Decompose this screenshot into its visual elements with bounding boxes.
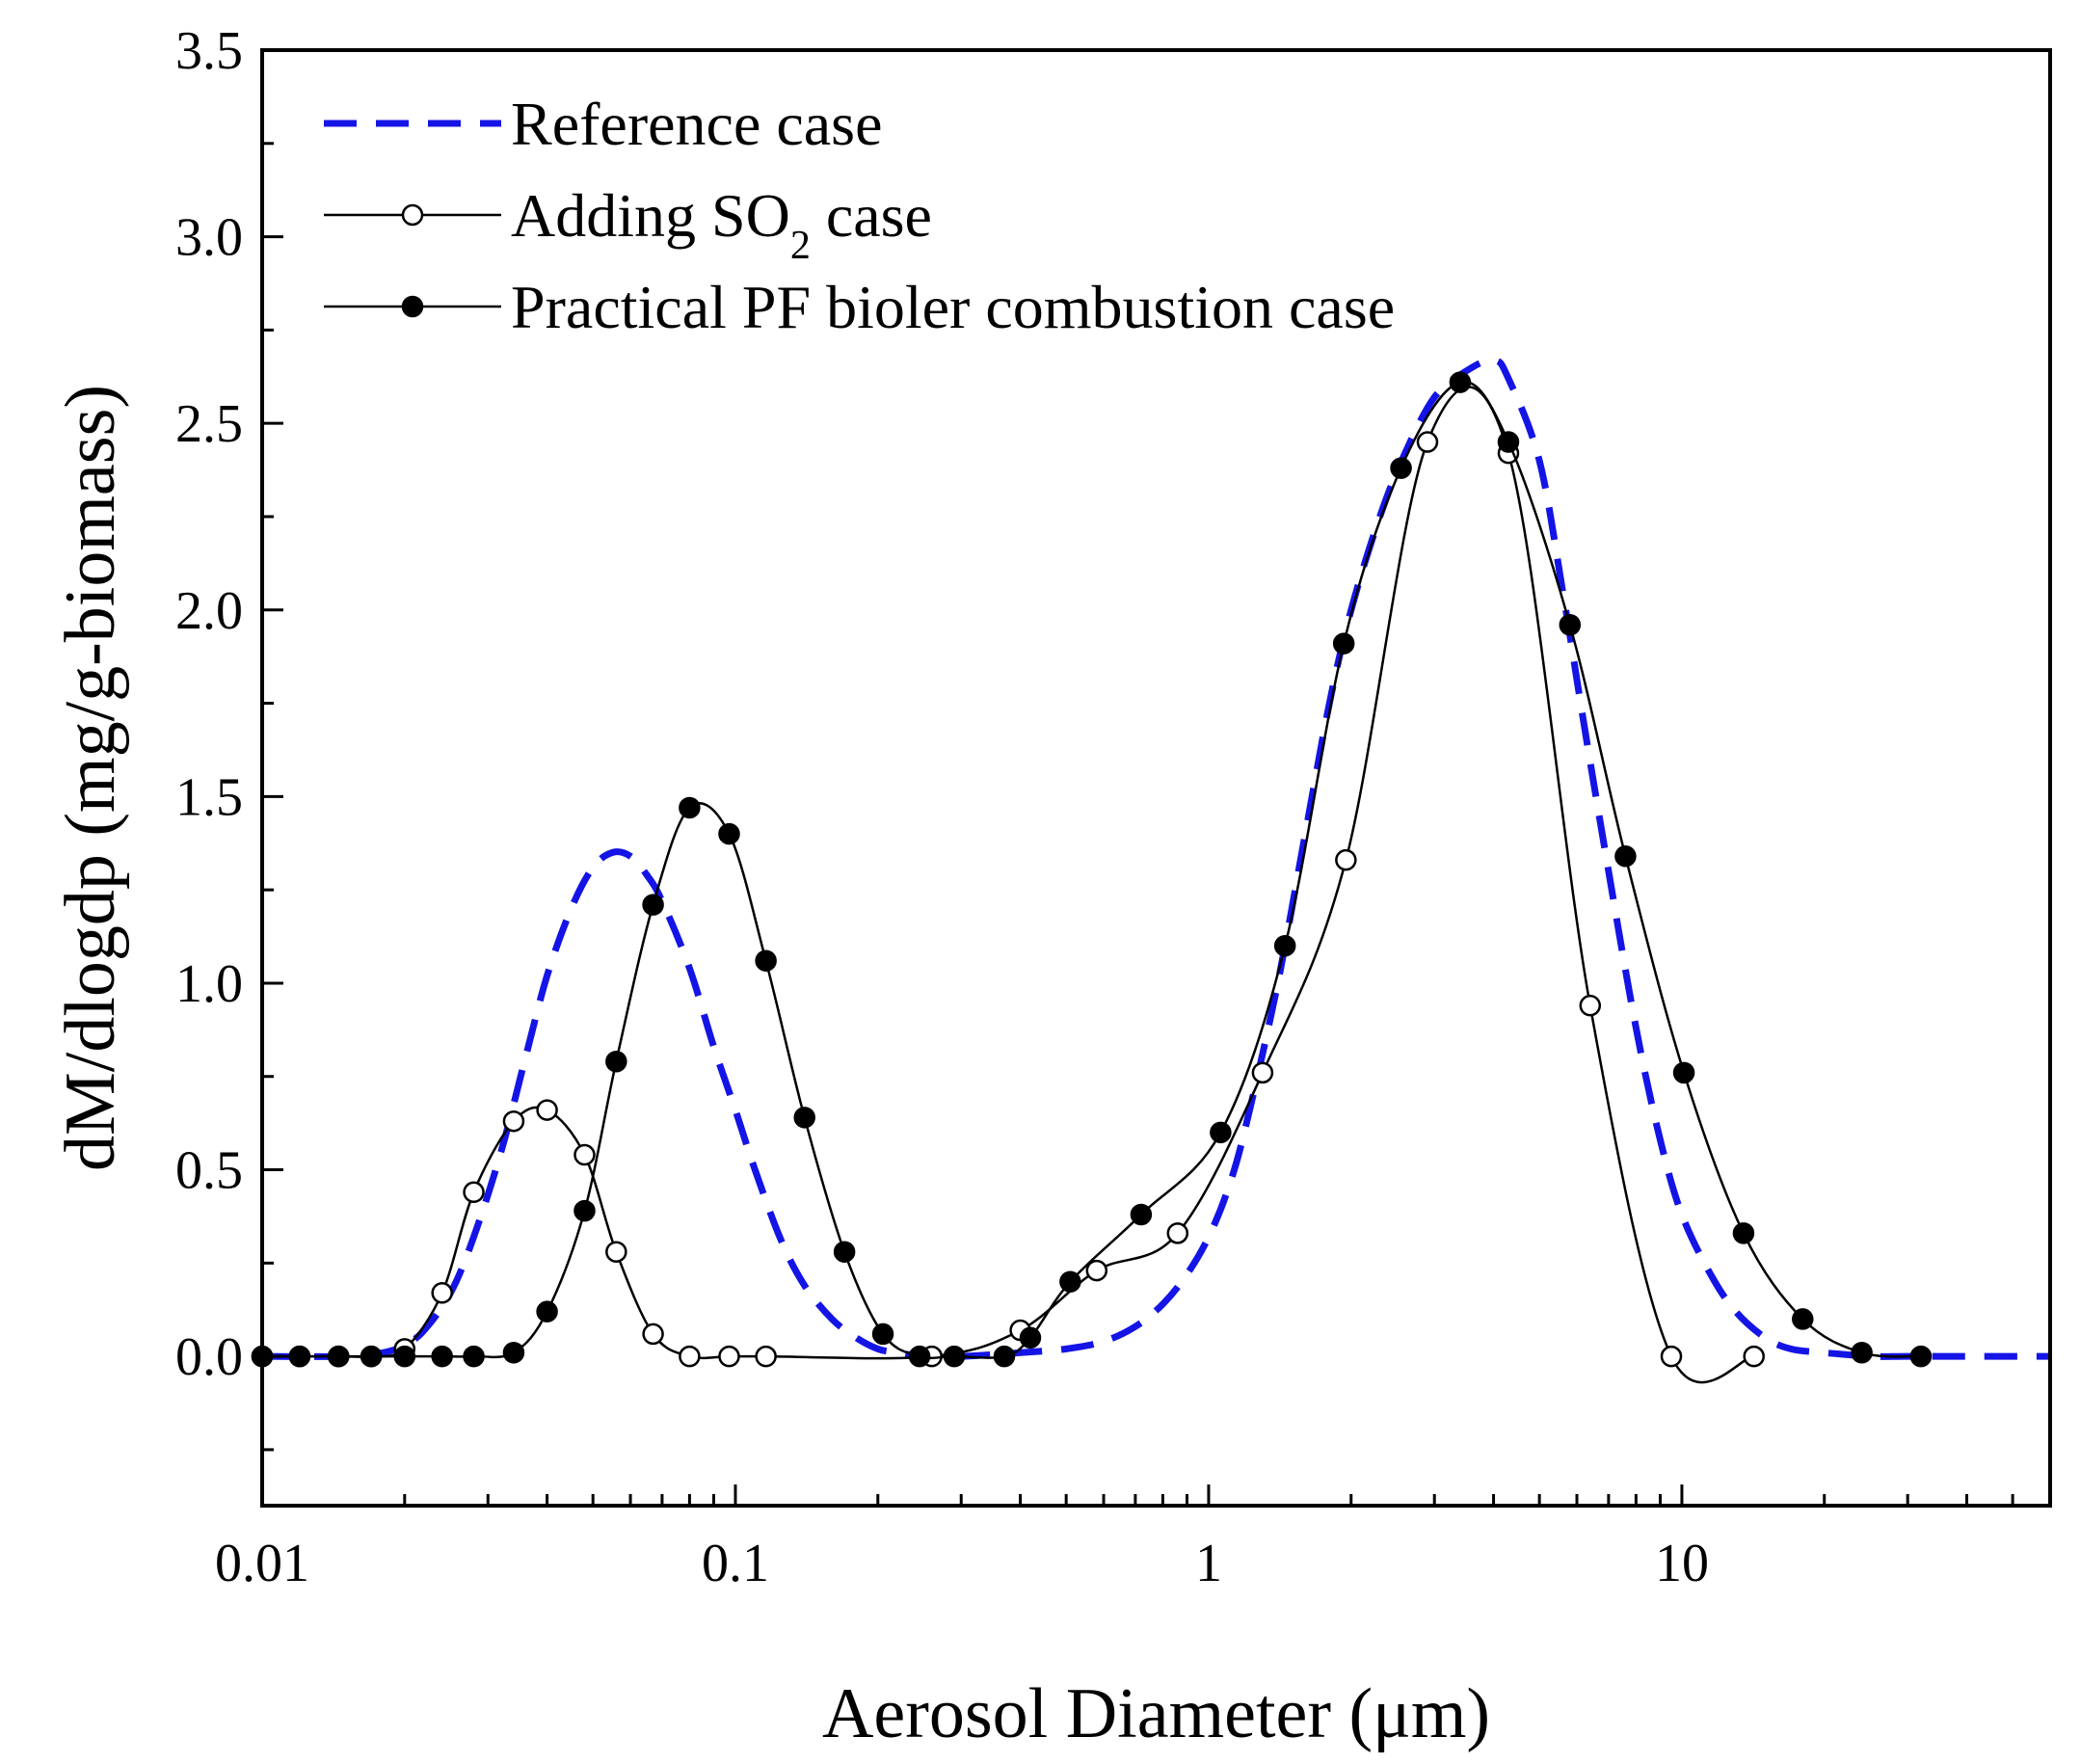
y-tick-label: 2.5 <box>175 394 243 454</box>
data-point <box>908 1345 931 1368</box>
data-point <box>1614 845 1637 868</box>
data-point <box>718 822 740 845</box>
y-tick-label: 0.0 <box>175 1327 243 1387</box>
data-point <box>642 894 664 916</box>
data-point <box>288 1345 311 1368</box>
series-line-2 <box>262 386 1754 1384</box>
x-axis: 0.01 0.1 1 10 <box>215 1484 2052 1593</box>
series-layer <box>251 356 2050 1384</box>
legend-label-1: Reference case <box>511 90 882 158</box>
data-point <box>943 1345 966 1368</box>
data-point <box>1909 1345 1933 1368</box>
data-point <box>431 1282 453 1304</box>
data-point <box>718 1345 740 1368</box>
data-point <box>536 1300 558 1323</box>
data-point <box>1390 457 1412 479</box>
data-point <box>1251 1061 1274 1084</box>
data-point <box>360 1345 383 1368</box>
data-point <box>1130 1203 1153 1226</box>
data-point <box>793 1107 815 1129</box>
data-point <box>993 1345 1016 1368</box>
data-point <box>1019 1326 1042 1350</box>
x-tick-label: 10 <box>1655 1534 1709 1593</box>
legend-label-2: Adding SO2 case <box>511 181 932 268</box>
data-point <box>1579 994 1602 1017</box>
y-tick-label: 1.5 <box>175 767 243 827</box>
series-line-3 <box>262 380 1922 1360</box>
data-point <box>463 1345 485 1368</box>
y-tick-label: 3.0 <box>175 208 243 268</box>
data-point <box>1085 1259 1108 1282</box>
data-point <box>502 1109 525 1133</box>
data-point <box>679 796 701 819</box>
series-line-1 <box>261 356 2050 1361</box>
data-point <box>1332 632 1355 655</box>
data-point <box>1449 371 1472 393</box>
data-point <box>1792 1308 1814 1330</box>
data-point <box>393 1345 416 1368</box>
data-point <box>755 949 777 972</box>
data-point <box>573 1199 596 1222</box>
data-point <box>871 1323 894 1346</box>
data-point <box>1559 614 1582 636</box>
data-point <box>679 1345 701 1368</box>
plot-frame <box>260 48 2052 1508</box>
data-point <box>605 1051 627 1073</box>
x-tick-label: 1 <box>1195 1534 1222 1593</box>
legend-label-3: Practical PF bioler combustion case <box>511 273 1395 341</box>
data-point <box>536 1099 558 1121</box>
data-point <box>1273 934 1296 957</box>
y-tick-label: 2.0 <box>175 581 243 641</box>
y-axis-title: dM/dlogdp (mg/g-biomass) <box>51 385 130 1171</box>
data-point <box>755 1345 777 1368</box>
x-tick-label: 0.1 <box>702 1534 769 1593</box>
x-axis-title: Aerosol Diameter (μm) <box>822 1674 1490 1753</box>
legend-marker-3 <box>401 295 424 318</box>
data-point <box>1732 1222 1755 1244</box>
data-point <box>1851 1342 1873 1364</box>
y-tick-label: 3.5 <box>175 21 243 81</box>
data-point <box>431 1345 453 1368</box>
data-point <box>605 1241 627 1263</box>
data-point <box>463 1181 485 1204</box>
y-axis: 0.0 0.5 1.0 1.5 2.0 2.5 3.0 3.5 <box>175 21 283 1452</box>
data-point <box>1497 431 1520 453</box>
data-point <box>1059 1270 1081 1293</box>
data-point <box>1416 431 1439 453</box>
data-point <box>1210 1121 1232 1144</box>
data-point <box>573 1143 596 1166</box>
data-point <box>1660 1345 1683 1368</box>
y-tick-label: 1.0 <box>175 954 243 1014</box>
x-tick-label: 0.01 <box>215 1534 309 1593</box>
data-point <box>1335 848 1357 871</box>
legend-marker-2 <box>401 203 424 227</box>
y-tick-label: 0.5 <box>175 1141 243 1201</box>
data-point <box>1672 1061 1695 1084</box>
data-point <box>502 1342 525 1364</box>
data-point <box>327 1345 350 1368</box>
data-point <box>1166 1222 1189 1244</box>
data-point <box>642 1323 664 1346</box>
data-point <box>1743 1345 1765 1368</box>
data-point <box>833 1241 856 1263</box>
